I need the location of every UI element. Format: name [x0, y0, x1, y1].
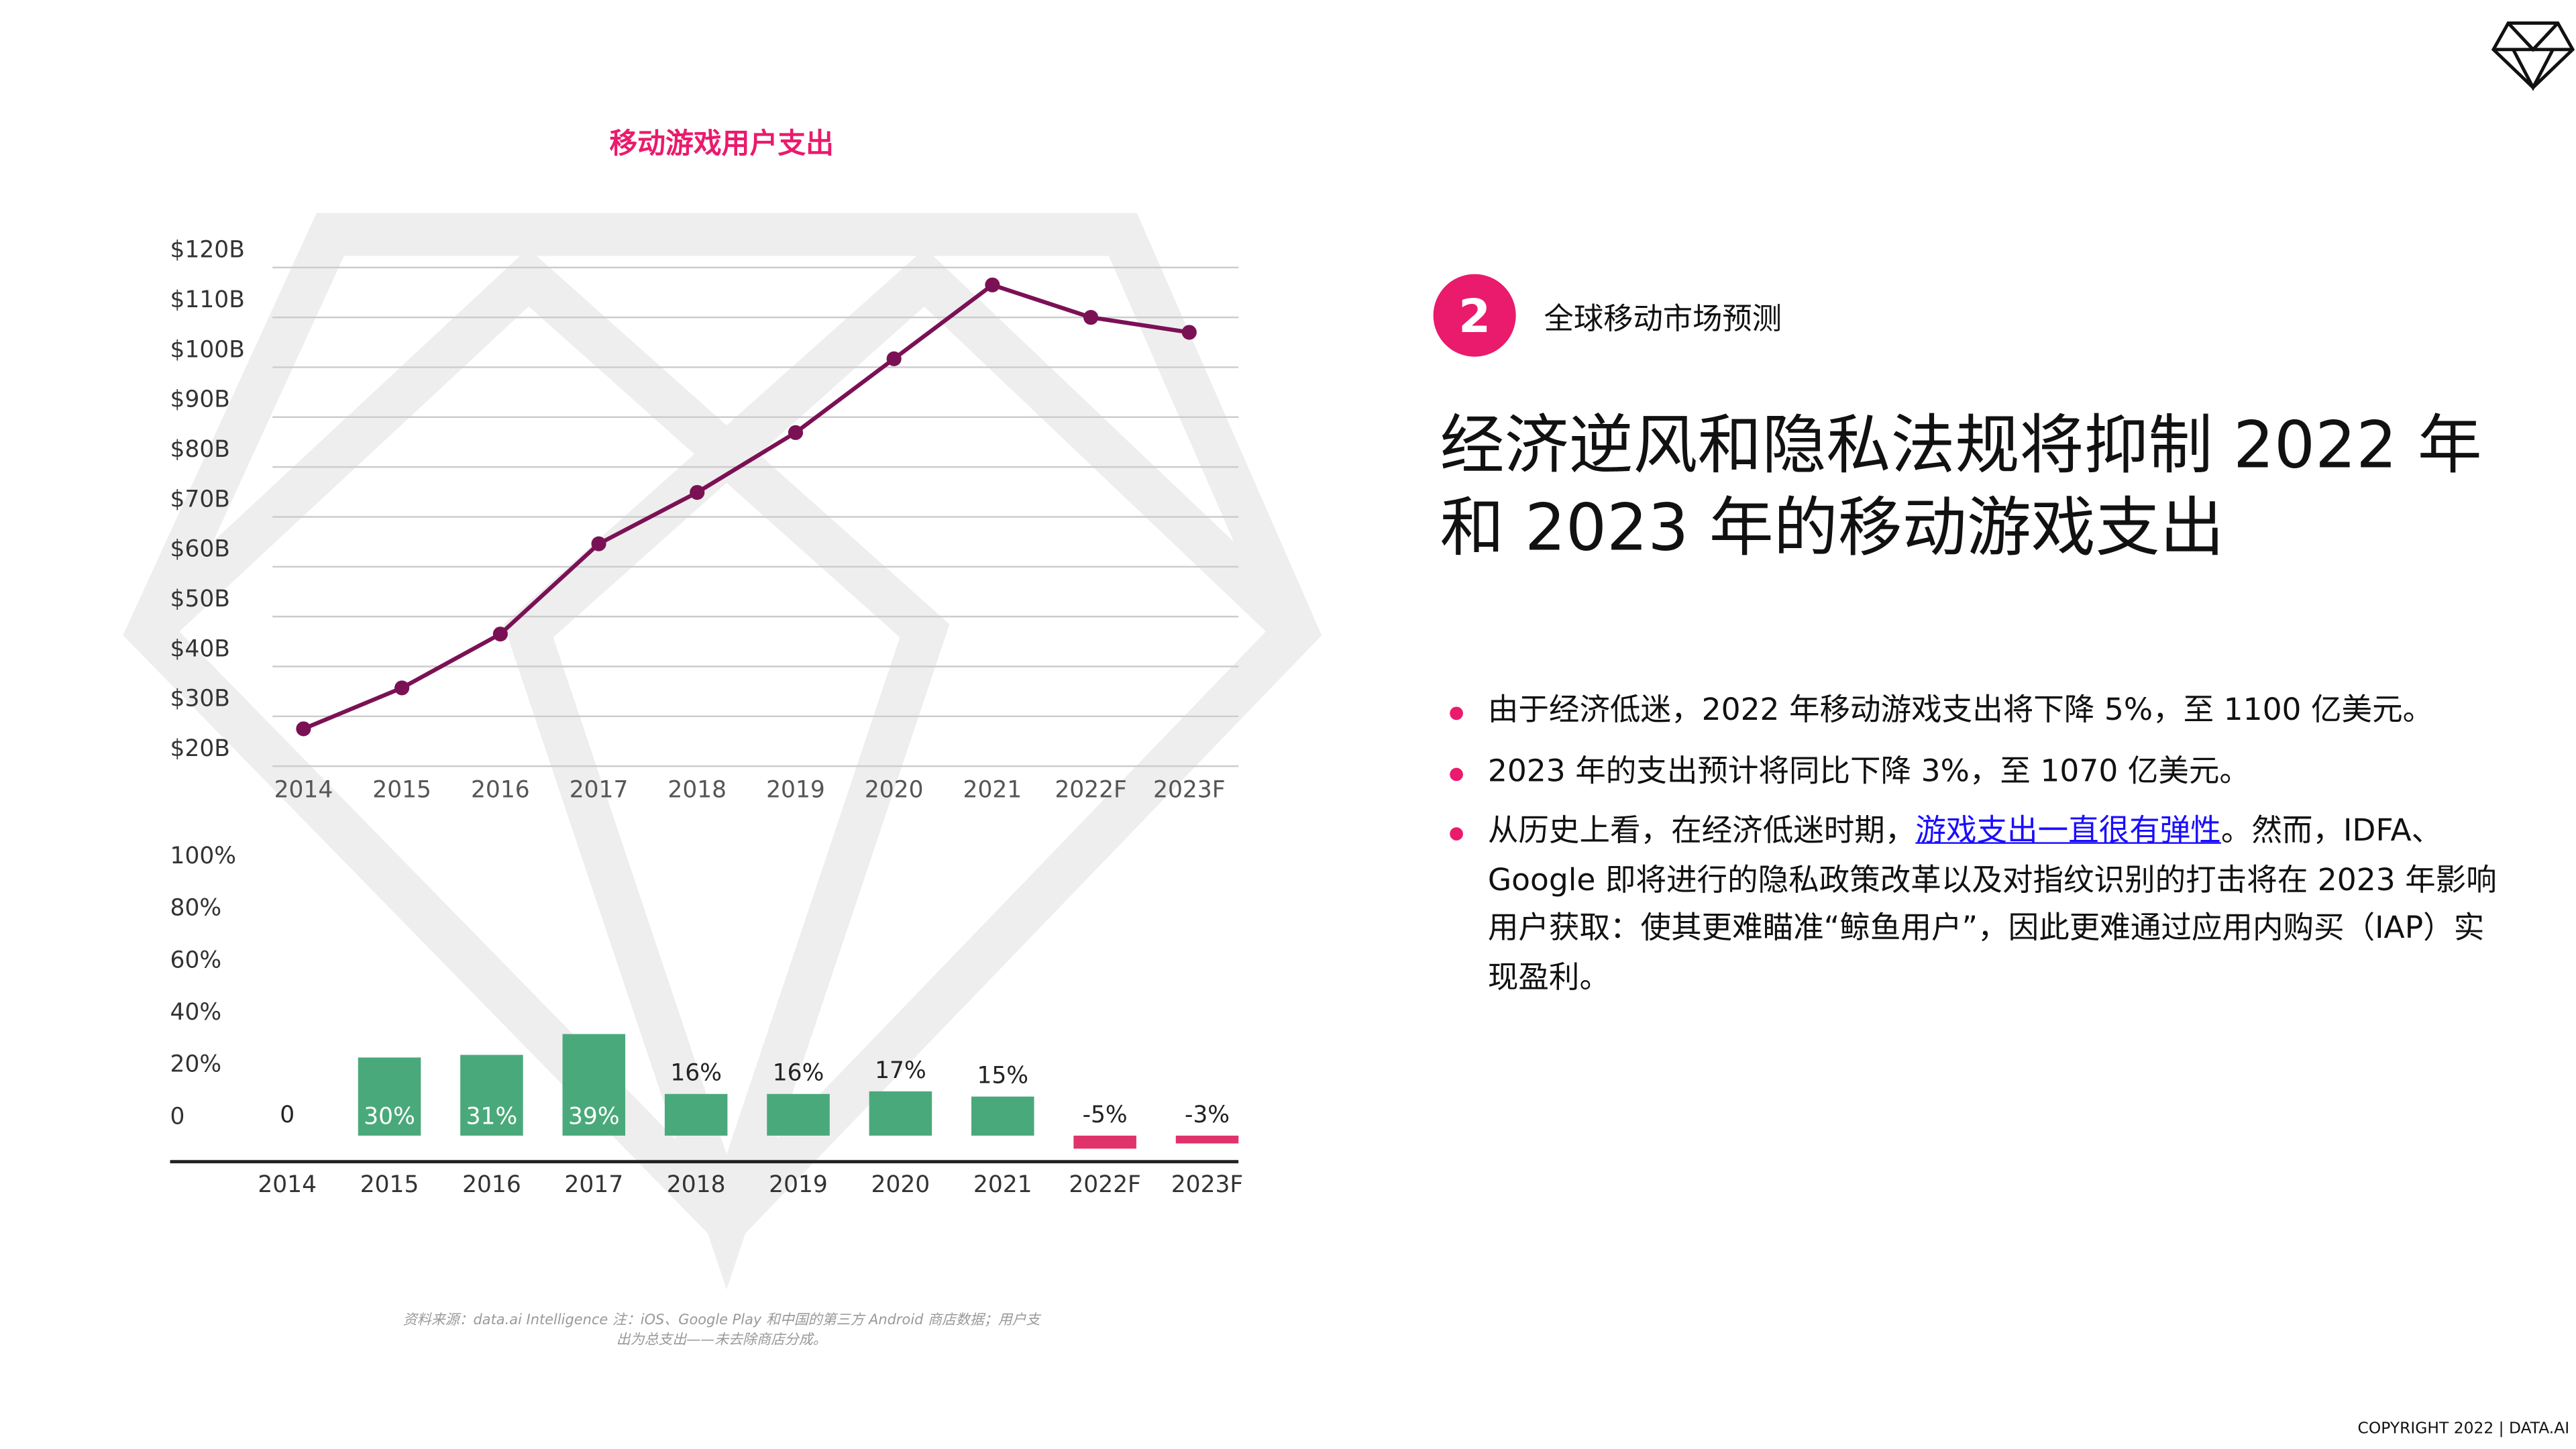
x-tick-label: 2017: [564, 1171, 623, 1198]
bullet-text: 由于经济低迷，2022 年移动游戏支出将下降 5%，至 1100 亿美元。: [1487, 693, 2434, 729]
point: [1083, 310, 1099, 325]
value-label: 16%: [670, 1060, 722, 1087]
y-tick-label: $120B: [170, 237, 245, 264]
bar: [562, 1034, 626, 1136]
point: [1181, 325, 1197, 340]
bullet: 从历史上看，在经济低迷时期，游戏支出一直很有弹性。然而，IDFA、Google …: [1450, 808, 2506, 1002]
bullet-list: 由于经济低迷，2022 年移动游戏支出将下降 5%，至 1100 亿美元。 20…: [1450, 687, 2506, 1014]
x-tick-label: 2014: [274, 777, 333, 804]
x-tick-label: 2020: [871, 1171, 930, 1198]
series-line: [303, 282, 1190, 731]
bar: [767, 1093, 830, 1136]
bar: [358, 1057, 421, 1136]
value-label: -3%: [1185, 1102, 1230, 1128]
bullet: 2023 年的支出预计将同比下降 3%，至 1070 亿美元。: [1450, 747, 2506, 796]
point: [591, 536, 606, 551]
bar: [1175, 1135, 1239, 1144]
point: [492, 627, 508, 642]
x-tick-label: 2016: [462, 1171, 521, 1198]
logo: [2491, 21, 2575, 91]
x-tick-label: 2018: [667, 777, 727, 804]
y-tick-label: $20B: [170, 735, 230, 762]
logo-line: [2507, 21, 2559, 52]
section-title: 全球移动市场预测: [1544, 302, 1782, 337]
y-tick-label: 80%: [170, 895, 222, 922]
x-tick-label: 2021: [963, 777, 1022, 804]
value-label: -5%: [1083, 1102, 1128, 1128]
y-tick-label: 40%: [170, 999, 222, 1026]
x-tick-label: 2018: [667, 1171, 726, 1198]
headline-line: 经济逆风和隐私法规将抑制 2022 年: [1440, 409, 2482, 484]
y-tick-label: $90B: [170, 386, 230, 413]
x-tick-label: 2015: [360, 1171, 419, 1198]
copyright: COPYRIGHT 2022 | DATA.AI: [2357, 1419, 2570, 1438]
logo-line: [2512, 48, 2555, 91]
point: [690, 484, 705, 500]
value-label: 39%: [568, 1103, 620, 1130]
y-tick-label: 20%: [170, 1051, 222, 1078]
y-tick-label: $80B: [170, 436, 230, 463]
x-tick-label: 2019: [769, 1171, 828, 1198]
point: [985, 277, 1000, 292]
y-tick-label: $70B: [170, 486, 230, 513]
chart-title: 移动游戏用户支出: [609, 127, 834, 160]
x-tick-label: 2014: [258, 1171, 317, 1198]
value-label: 17%: [875, 1057, 926, 1084]
bullet-text: 从历史上看，在经济低迷时期，: [1487, 814, 1916, 849]
source-note: 资料来源：data.ai Intelligence 注：iOS、Google P…: [402, 1312, 1040, 1350]
bar: [1073, 1135, 1136, 1149]
x-tick-label: 2023F: [1171, 1171, 1244, 1198]
watermark-facets: [133, 248, 1311, 1290]
point: [394, 680, 410, 696]
x-tick-label: 2017: [570, 777, 629, 804]
bar: [869, 1091, 932, 1136]
y-tick-label: $30B: [170, 686, 230, 712]
y-tick-label: $50B: [170, 586, 230, 612]
x-tick-label: 2023F: [1153, 777, 1226, 804]
point: [886, 351, 902, 366]
section-number: 2: [1433, 274, 1516, 357]
bar: [971, 1096, 1034, 1136]
y-tick-label: 100%: [170, 843, 237, 869]
bar: [664, 1093, 728, 1136]
x-tick-label: 2022F: [1069, 1171, 1141, 1198]
x-tick-label: 2019: [766, 777, 825, 804]
x-tick-label: 2015: [372, 777, 431, 804]
x-tick-label: 2022F: [1055, 777, 1127, 804]
y-tick-label: 0: [170, 1103, 185, 1130]
y-tick-label: $60B: [170, 536, 230, 563]
y-tick-label: $110B: [170, 286, 245, 313]
x-tick-label: 2020: [865, 777, 924, 804]
y-tick-label: $100B: [170, 336, 245, 363]
y-tick-label: $40B: [170, 635, 230, 662]
bullet: 由于经济低迷，2022 年移动游戏支出将下降 5%，至 1100 亿美元。: [1450, 687, 2506, 736]
watermark-outline: [123, 213, 1322, 1253]
headline: 经济逆风和隐私法规将抑制 2022 年 和 2023 年的移动游戏支出: [1440, 407, 2481, 572]
point: [296, 721, 311, 737]
x-tick-label: 2021: [973, 1171, 1032, 1198]
value-label: 15%: [977, 1063, 1028, 1089]
bullet-text: 2023 年的支出预计将同比下降 3%，至 1070 亿美元。: [1487, 753, 2250, 789]
headline-line: 和 2023 年的移动游戏支出: [1440, 492, 2224, 567]
point: [788, 425, 804, 440]
bullet-text: 。然而，IDFA、Google 即将进行的隐私政策改革以及对指纹识别的打击将在 …: [1487, 814, 2497, 996]
value-label: 30%: [364, 1103, 415, 1130]
value-label: 16%: [773, 1060, 824, 1087]
value-label: 31%: [466, 1103, 518, 1130]
x-tick-label: 2016: [471, 777, 530, 804]
y-tick-label: 60%: [170, 947, 222, 973]
watermark: [123, 213, 1322, 1290]
link[interactable]: 游戏支出一直很有弹性: [1915, 814, 2221, 849]
logo-outline: [2491, 21, 2575, 90]
bar: [460, 1055, 523, 1136]
value-label: 0: [280, 1102, 294, 1128]
